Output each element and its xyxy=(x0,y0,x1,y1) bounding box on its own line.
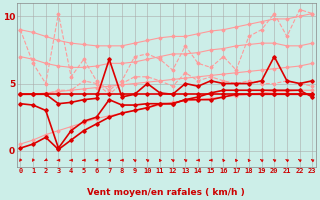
X-axis label: Vent moyen/en rafales ( km/h ): Vent moyen/en rafales ( km/h ) xyxy=(87,188,245,197)
